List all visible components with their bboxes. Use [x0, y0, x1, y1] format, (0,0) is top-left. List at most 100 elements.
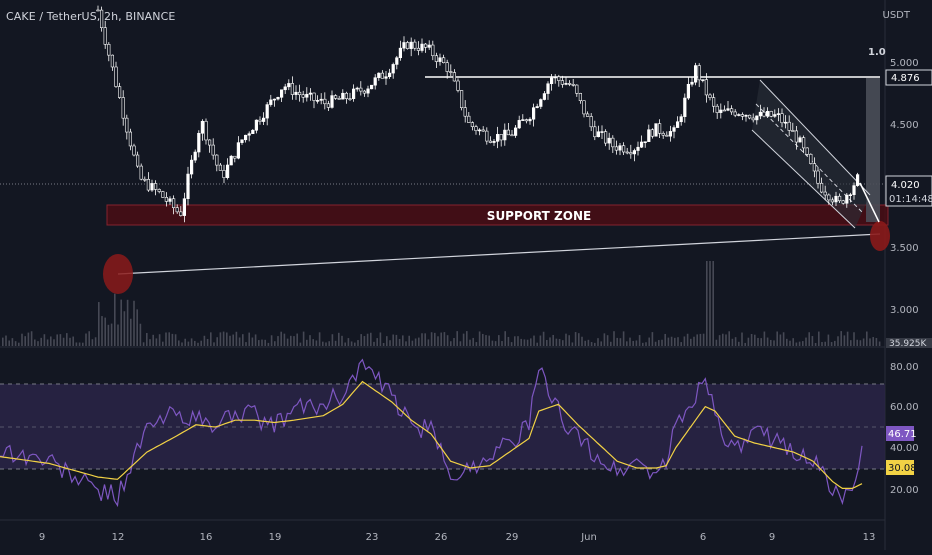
channel-lower-line[interactable]	[751, 129, 856, 229]
candle-body	[157, 189, 161, 192]
volume-bar	[728, 331, 730, 346]
candle-body	[582, 100, 586, 115]
candle-body	[661, 132, 665, 136]
rsi-ma-text: 30.08	[888, 463, 917, 474]
volume-bar	[773, 340, 775, 346]
candle-body	[182, 198, 187, 216]
rsi-tick-80: 80.00	[890, 362, 919, 373]
fib-level-label: 1.0	[868, 47, 886, 58]
volume-bar	[210, 332, 212, 346]
volume-bar	[277, 336, 279, 346]
volume-bar	[296, 333, 298, 346]
symbol-title[interactable]: CAKE / TetherUS, 2h, BINANCE	[6, 10, 176, 23]
volume-bar	[162, 341, 164, 346]
candle-body	[639, 141, 644, 148]
support-zone-box[interactable]	[106, 204, 889, 226]
candle-body	[499, 134, 503, 141]
candle-body	[114, 66, 118, 87]
volume-bar	[366, 333, 369, 346]
candle-body	[755, 115, 759, 121]
price-tick-3000: 3.000	[890, 305, 919, 316]
volume-bar	[117, 324, 119, 346]
volume-bar	[427, 339, 430, 346]
volume-bar	[578, 333, 580, 346]
volume-bar	[552, 334, 554, 346]
volume-bar	[270, 335, 273, 346]
volume-bar	[11, 338, 14, 346]
time-axis[interactable]: 9 12 16 19 23 26 29 Jun 6 9 13	[39, 532, 876, 543]
candle-body	[715, 105, 719, 113]
volume-bar	[760, 338, 762, 346]
price-tick-5000: 5.000	[890, 58, 919, 69]
candle-body	[179, 211, 183, 216]
target-marker-circle[interactable]	[870, 221, 890, 251]
volume-bar	[254, 334, 257, 346]
projection-arrow	[859, 182, 880, 223]
volume-bar	[491, 340, 494, 346]
volume-bar	[232, 334, 234, 346]
candle-body	[226, 164, 230, 178]
candle-body	[467, 115, 471, 123]
candle-body	[751, 117, 755, 121]
volume-bar	[453, 338, 455, 346]
candle-body	[301, 94, 305, 98]
candle-body	[474, 126, 478, 131]
volume-bar	[498, 335, 500, 346]
channel-upper-line[interactable]	[759, 79, 871, 196]
rsi-value-tag	[886, 426, 914, 441]
candle-body	[398, 47, 403, 59]
volume-bar	[168, 332, 170, 346]
candle-body	[190, 159, 194, 175]
candle-body	[513, 127, 518, 136]
candle-body	[477, 129, 482, 132]
resistance-price-text: 4.876	[891, 73, 920, 84]
candle-body	[758, 111, 762, 117]
candle-body	[488, 140, 493, 143]
candle-body	[125, 117, 129, 133]
candle-body	[819, 182, 824, 193]
volume-bar	[526, 339, 529, 346]
candle-body	[290, 83, 295, 95]
volume-bar	[347, 338, 350, 346]
candle-body	[294, 91, 298, 95]
candle-body	[593, 126, 597, 138]
volume-bar	[514, 336, 516, 346]
candle-body	[218, 164, 223, 171]
candle-body	[186, 173, 190, 199]
candle-body	[495, 134, 500, 142]
volume-bar	[101, 316, 103, 346]
volume-bar	[158, 334, 161, 346]
candle-body	[344, 92, 349, 99]
candle-body	[841, 200, 845, 204]
volume-bar	[658, 340, 660, 346]
volume-bar	[82, 342, 84, 346]
volume-bar	[363, 336, 366, 346]
volume-bar	[738, 341, 740, 346]
candle-body	[535, 106, 539, 108]
candle-body	[693, 65, 698, 83]
low-marker-circle[interactable]	[103, 254, 133, 294]
candlestick-series	[96, 5, 860, 223]
volume-bar	[274, 341, 276, 346]
volume-bar	[616, 337, 618, 346]
volume-bar	[677, 337, 679, 346]
volume-bar	[581, 336, 583, 346]
rising-trendline[interactable]	[117, 233, 881, 275]
volume-bar	[597, 338, 599, 346]
volume-bar	[299, 342, 302, 346]
volume-bar	[533, 335, 535, 346]
volume-bar	[702, 333, 705, 346]
candle-body	[150, 183, 154, 191]
volume-bar	[779, 334, 782, 346]
volume-bar	[8, 340, 10, 346]
candle-body	[546, 83, 550, 94]
candle-body	[326, 103, 331, 108]
volume-bar	[85, 333, 87, 346]
candle-body	[614, 146, 618, 151]
candle-body	[308, 92, 313, 95]
volume-bar	[504, 331, 506, 346]
volume-bar	[754, 334, 756, 346]
volume-bar	[792, 338, 794, 346]
